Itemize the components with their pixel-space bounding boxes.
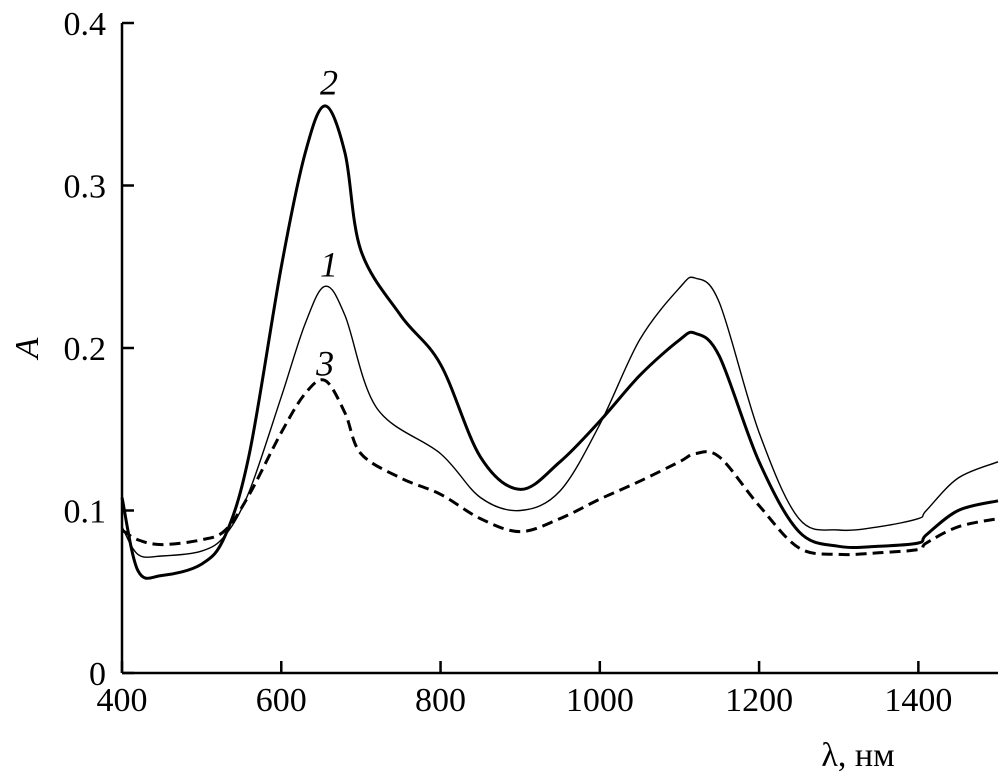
x-tick-label: 800 xyxy=(415,682,466,719)
series-2-line xyxy=(120,104,999,580)
chart-axes: 0 0.1 0.2 0.3 0.4 400 600 800 1000 1200 1400 xyxy=(64,6,998,719)
curve-label-3: 3 xyxy=(315,344,334,384)
series-1-line xyxy=(121,276,999,558)
series-3-line xyxy=(121,378,999,557)
curve-label-1: 1 xyxy=(320,245,338,285)
y-tick-label: 0.2 xyxy=(64,331,107,368)
x-tick-label: 1000 xyxy=(566,682,634,719)
x-axis-label: λ, нм xyxy=(821,737,894,774)
chart-labels: λ, нм A 1 2 3 xyxy=(9,63,895,775)
x-tick-label: 400 xyxy=(97,682,148,719)
x-tick-label: 1200 xyxy=(725,682,793,719)
x-tick-label: 1400 xyxy=(884,682,952,719)
x-tick-label: 600 xyxy=(256,682,307,719)
y-tick-label: 0.1 xyxy=(64,494,107,531)
y-tick-label: 0 xyxy=(89,656,106,693)
y-tick-label: 0.4 xyxy=(64,6,107,43)
chart-curves xyxy=(120,104,999,580)
y-tick-label: 0.3 xyxy=(64,169,107,206)
y-axis-label: A xyxy=(9,337,46,360)
curve-label-2: 2 xyxy=(320,63,338,103)
